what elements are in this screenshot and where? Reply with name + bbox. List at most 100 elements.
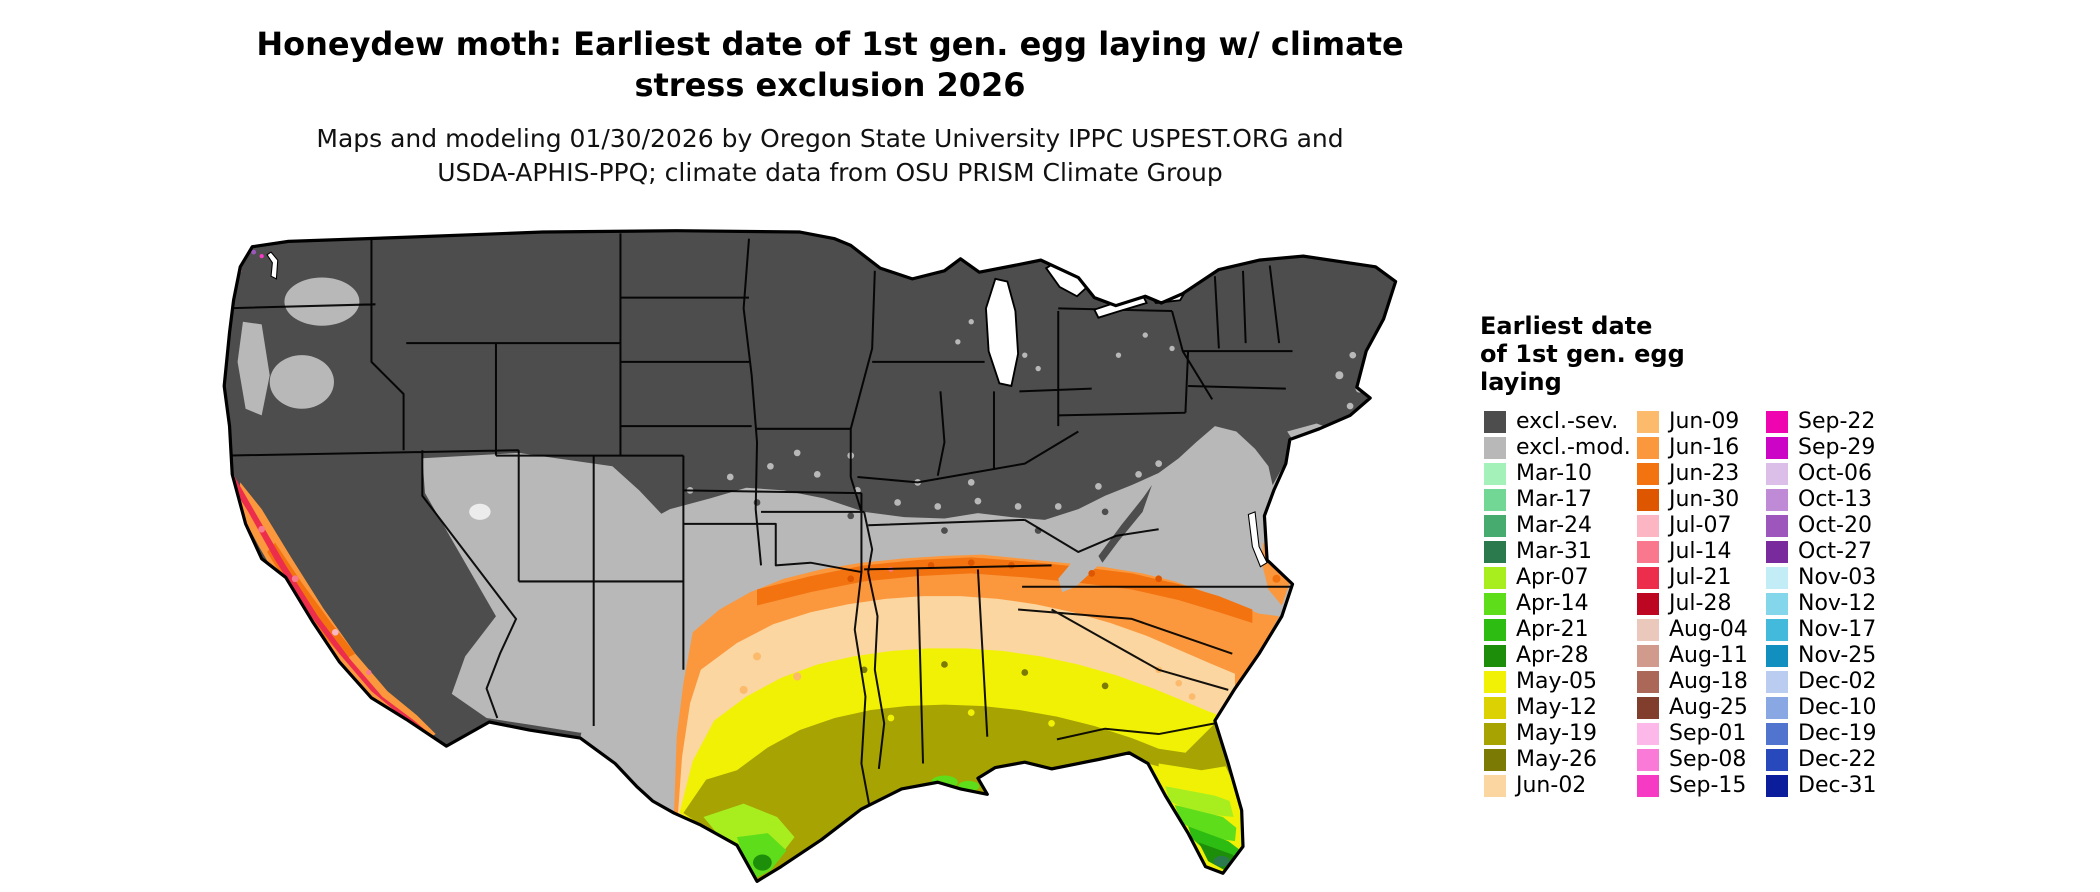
- legend-swatch: [1637, 619, 1659, 641]
- legend: Earliest date of 1st gen. egg laying exc…: [1480, 312, 1940, 832]
- figure-subtitle-line1: Maps and modeling 01/30/2026 by Oregon S…: [316, 124, 1344, 153]
- legend-swatch: [1766, 463, 1788, 485]
- legend-label: Sep-22: [1798, 409, 1876, 434]
- legend-swatch: [1484, 775, 1506, 797]
- legend-label: excl.-sev.: [1516, 409, 1619, 434]
- us-choropleth-map: [221, 228, 1447, 884]
- legend-label: Jul-21: [1669, 565, 1732, 590]
- legend-swatch: [1637, 463, 1659, 485]
- legend-swatch: [1637, 645, 1659, 667]
- legend-title-line2: of 1st gen. egg: [1480, 340, 1685, 368]
- legend-item: Sep-22: [1766, 409, 1877, 435]
- legend-label: Oct-27: [1798, 539, 1872, 564]
- great-salt-lake: [469, 503, 491, 520]
- legend-item: Apr-28: [1484, 643, 1631, 669]
- legend-item: Mar-31: [1484, 539, 1631, 565]
- legend-item: Dec-10: [1766, 695, 1877, 721]
- legend-item: Nov-03: [1766, 565, 1877, 591]
- legend-title: Earliest date of 1st gen. egg laying: [1480, 312, 1940, 396]
- legend-item: Nov-17: [1766, 617, 1877, 643]
- legend-label: Aug-04: [1669, 617, 1748, 642]
- legend-label: May-26: [1516, 747, 1598, 772]
- legend-item: Oct-20: [1766, 513, 1877, 539]
- legend-item: May-26: [1484, 747, 1631, 773]
- legend-swatch: [1484, 593, 1506, 615]
- legend-item: Dec-02: [1766, 669, 1877, 695]
- legend-swatch: [1637, 437, 1659, 459]
- legend-label: Nov-03: [1798, 565, 1877, 590]
- legend-label: Jun-02: [1516, 773, 1587, 798]
- legend-label: Mar-24: [1516, 513, 1593, 538]
- legend-item: Jun-30: [1637, 487, 1748, 513]
- legend-label: Nov-25: [1798, 643, 1877, 668]
- legend-item: Dec-19: [1766, 721, 1877, 747]
- figure-title: Honeydew moth: Earliest date of 1st gen.…: [0, 24, 1660, 106]
- legend-item: Sep-01: [1637, 721, 1748, 747]
- legend-item: Mar-24: [1484, 513, 1631, 539]
- legend-item: Jul-07: [1637, 513, 1748, 539]
- legend-label: Jun-23: [1669, 461, 1740, 486]
- legend-swatch: [1484, 697, 1506, 719]
- legend-label: Jul-14: [1669, 539, 1732, 564]
- legend-swatch: [1637, 749, 1659, 771]
- figure-subtitle-line2: USDA-APHIS-PPQ; climate data from OSU PR…: [437, 158, 1223, 187]
- legend-item: Nov-25: [1766, 643, 1877, 669]
- legend-label: excl.-mod.: [1516, 435, 1631, 460]
- legend-swatch: [1637, 515, 1659, 537]
- legend-swatch: [1766, 437, 1788, 459]
- legend-item: excl.-mod.: [1484, 435, 1631, 461]
- legend-item: Sep-15: [1637, 773, 1748, 799]
- legend-swatch: [1484, 619, 1506, 641]
- legend-swatch: [1484, 515, 1506, 537]
- us-outline: [222, 229, 1398, 883]
- legend-label: Nov-17: [1798, 617, 1877, 642]
- legend-label: Dec-31: [1798, 773, 1877, 798]
- legend-item: Oct-27: [1766, 539, 1877, 565]
- legend-label: Dec-10: [1798, 695, 1877, 720]
- legend-item: Jul-28: [1637, 591, 1748, 617]
- legend-swatch: [1766, 645, 1788, 667]
- legend-item: May-19: [1484, 721, 1631, 747]
- legend-item: Apr-07: [1484, 565, 1631, 591]
- legend-item: Dec-31: [1766, 773, 1877, 799]
- legend-label: Dec-22: [1798, 747, 1877, 772]
- legend-swatch: [1484, 541, 1506, 563]
- map-region-florida-bands: [1158, 763, 1239, 871]
- figure-title-line2: stress exclusion 2026: [634, 66, 1026, 104]
- legend-item: Sep-29: [1766, 435, 1877, 461]
- legend-swatch: [1766, 515, 1788, 537]
- legend-swatch: [1637, 775, 1659, 797]
- legend-item: Apr-14: [1484, 591, 1631, 617]
- legend-title-line1: Earliest date: [1480, 312, 1653, 340]
- legend-swatch: [1766, 723, 1788, 745]
- legend-swatch: [1637, 697, 1659, 719]
- legend-swatch: [1766, 697, 1788, 719]
- legend-label: Jun-30: [1669, 487, 1740, 512]
- legend-item: Nov-12: [1766, 591, 1877, 617]
- legend-label: Aug-18: [1669, 669, 1748, 694]
- legend-item: Oct-06: [1766, 461, 1877, 487]
- legend-swatch: [1484, 749, 1506, 771]
- legend-item: Jun-09: [1637, 409, 1748, 435]
- legend-column-1: excl.-sev. excl.-mod. Mar-10 Mar-17 Mar-24 Ma…: [1484, 409, 1631, 799]
- legend-swatch: [1766, 567, 1788, 589]
- map-region-south-texas-greens: [703, 803, 795, 879]
- legend-label: Mar-17: [1516, 487, 1593, 512]
- legend-swatch: [1484, 567, 1506, 589]
- legend-item: Aug-18: [1637, 669, 1748, 695]
- legend-swatch: [1766, 671, 1788, 693]
- legend-label: Oct-13: [1798, 487, 1872, 512]
- legend-swatch: [1766, 619, 1788, 641]
- legend-column-3: Sep-22 Sep-29 Oct-06 Oct-13 Oct-20 Oct-27 Nov-…: [1766, 409, 1877, 799]
- legend-label: Sep-01: [1669, 721, 1747, 746]
- legend-swatch: [1484, 723, 1506, 745]
- legend-swatch: [1637, 489, 1659, 511]
- legend-label: Sep-08: [1669, 747, 1747, 772]
- legend-label: Oct-20: [1798, 513, 1872, 538]
- legend-item: Aug-11: [1637, 643, 1748, 669]
- legend-label: Mar-31: [1516, 539, 1593, 564]
- legend-label: Apr-28: [1516, 643, 1589, 668]
- legend-label: Jul-28: [1669, 591, 1732, 616]
- legend-label: Jul-07: [1669, 513, 1732, 538]
